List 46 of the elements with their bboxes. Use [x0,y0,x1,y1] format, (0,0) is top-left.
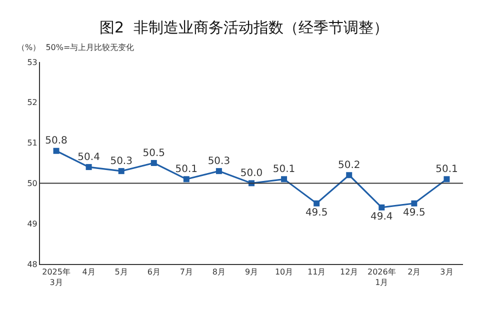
chart-title: 图2 非制造业商务活动指数（经季节调整） [99,18,389,36]
point [314,200,320,206]
x-tick-label: 5月 [114,268,128,277]
text: 50.0 [240,168,263,179]
text: 50.2 [338,160,360,171]
y-tick-label: 52 [27,98,38,108]
text: 50.4 [78,152,100,163]
x-tick-label: 2025年 3月 [42,268,70,287]
point [444,176,450,182]
point [86,164,92,170]
point [183,176,190,182]
x-tick-label: 3月 [440,268,454,277]
x-tick-label: 2月 [408,268,421,277]
y-tick-label: 53 [27,58,38,67]
text: 49.5 [305,208,328,219]
text: 49.5 [403,208,426,219]
point [118,168,124,174]
y-tick-label: 51 [27,138,38,148]
y-tick-label: 49 [27,219,38,228]
x-tick-label: 12月 [340,268,358,277]
text: 50.3 [110,156,132,167]
text: 50.1 [436,164,458,175]
x-tick-label: 8月 [212,268,226,277]
x-tick-label: 9月 [244,268,258,277]
x-tick-label: 7月 [180,268,193,277]
x-tick-label: 6月 [147,268,160,277]
point [150,160,157,166]
text: 50.3 [208,156,230,167]
text: （%） 50%=与上月比较无变化 [17,43,134,52]
point [216,168,222,174]
x-tick-label: 10月 [274,268,294,277]
y-tick-label: 48 [27,260,38,269]
point [281,176,288,182]
point [411,200,418,206]
point [346,172,352,178]
point [53,148,60,154]
text: 49.4 [370,212,393,223]
text: 50.1 [272,164,296,175]
point [378,204,385,210]
text: 50.1 [175,164,198,175]
x-tick-label: 4月 [82,268,96,277]
x-tick-label: 11月 [307,268,326,277]
x-tick-label: 2026年 1月 [367,268,396,287]
text: 50.5 [142,148,166,159]
y-tick-label: 50 [27,179,38,188]
text: 50.8 [45,136,68,147]
